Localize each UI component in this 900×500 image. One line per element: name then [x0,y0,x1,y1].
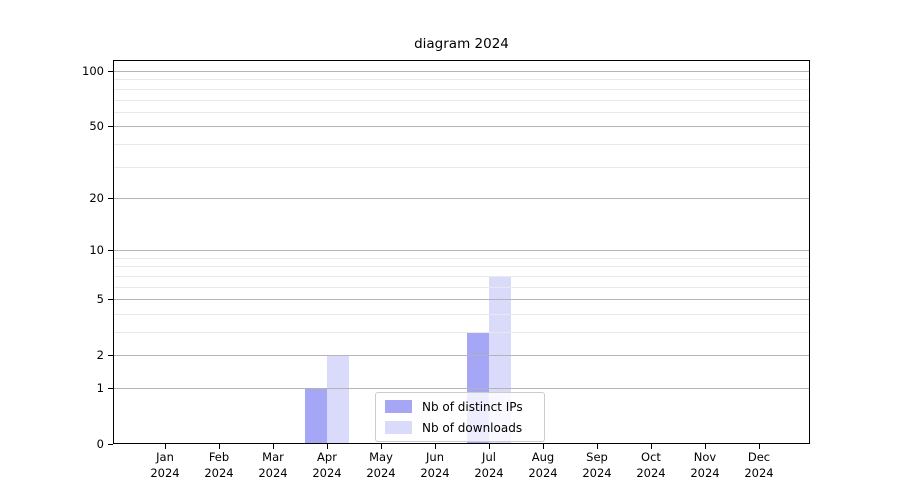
x-tick-label-oct: Oct 2024 [636,450,666,480]
y-tick-label-20: 20 [89,190,104,205]
x-tick-label-dec: Dec 2024 [744,450,774,480]
x-tick-label-sep: Sep 2024 [582,450,612,480]
bar-nb-of-downloads-apr [327,355,349,444]
y-tick-1 [108,388,113,389]
gridline-major-100 [114,71,809,72]
y-tick-label-0: 0 [96,437,104,451]
gridline-minor-60 [114,111,809,113]
x-tick-label-jan: Jan 2024 [150,450,180,480]
x-tick-jun [435,444,436,449]
x-tick-oct [651,444,652,449]
legend-entry-distinct-ips: Nb of distinct IPs [385,398,535,415]
gridline-minor-80 [114,88,809,90]
gridline-minor-9 [114,257,809,259]
bar-nb-of-distinct-ips-apr [305,387,327,444]
legend-label-distinct-ips: Nb of distinct IPs [422,399,523,414]
chart-title: diagram 2024 [414,36,509,52]
y-tick-label-2: 2 [96,348,104,363]
x-tick-feb [219,444,220,449]
y-tick-label-50: 50 [89,119,104,134]
y-tick-10 [108,250,113,252]
gridline-minor-3 [114,332,809,333]
legend-label-downloads: Nb of downloads [422,420,523,435]
gridline-major-5 [114,299,809,301]
x-tick-dec [759,444,760,449]
gridline-minor-4 [114,313,809,315]
gridline-minor-70 [114,99,809,101]
plot-area-border [113,60,810,444]
x-tick-label-nov: Nov 2024 [690,450,720,480]
x-tick-label-feb: Feb 2024 [204,450,234,480]
gridline-minor-30 [114,166,809,168]
x-tick-label-apr: Apr 2024 [312,450,342,480]
y-tick-2 [108,355,113,357]
x-tick-label-aug: Aug 2024 [528,450,558,480]
x-tick-jan [165,444,166,449]
gridline-major-10 [114,250,809,252]
legend-swatch-downloads [385,421,412,434]
gridline-minor-90 [114,79,809,81]
y-tick-0 [108,444,113,445]
y-tick-label-100: 100 [82,64,104,78]
gridline-minor-40 [114,143,809,145]
gridline-major-50 [114,126,809,128]
gridline-major-2 [114,355,809,357]
y-tick-label-5: 5 [96,292,104,307]
gridline-major-20 [114,197,809,199]
x-tick-mar [273,444,274,449]
x-tick-nov [705,444,706,449]
gridline-major-1 [114,388,809,389]
gridline-minor-8 [114,266,809,268]
legend-swatch-distinct-ips [385,400,412,413]
x-tick-apr [327,444,328,449]
x-tick-label-may: May 2024 [366,450,396,480]
x-tick-label-jun: Jun 2024 [420,450,450,480]
gridline-minor-7 [114,275,809,277]
y-tick-20 [108,197,113,199]
x-tick-label-mar: Mar 2024 [258,450,288,480]
x-tick-may [381,444,382,449]
x-tick-label-jul: Jul 2024 [474,450,504,480]
y-tick-5 [108,299,113,301]
y-tick-label-1: 1 [96,381,104,395]
x-tick-sep [597,444,598,449]
x-tick-aug [543,444,544,449]
legend: Nb of distinct IPs Nb of downloads [375,392,545,442]
y-tick-100 [108,71,113,72]
gridline-minor-6 [114,286,809,288]
x-tick-jul [489,444,490,449]
y-tick-50 [108,126,113,128]
legend-entry-downloads: Nb of downloads [385,419,535,436]
y-tick-label-10: 10 [89,243,104,258]
